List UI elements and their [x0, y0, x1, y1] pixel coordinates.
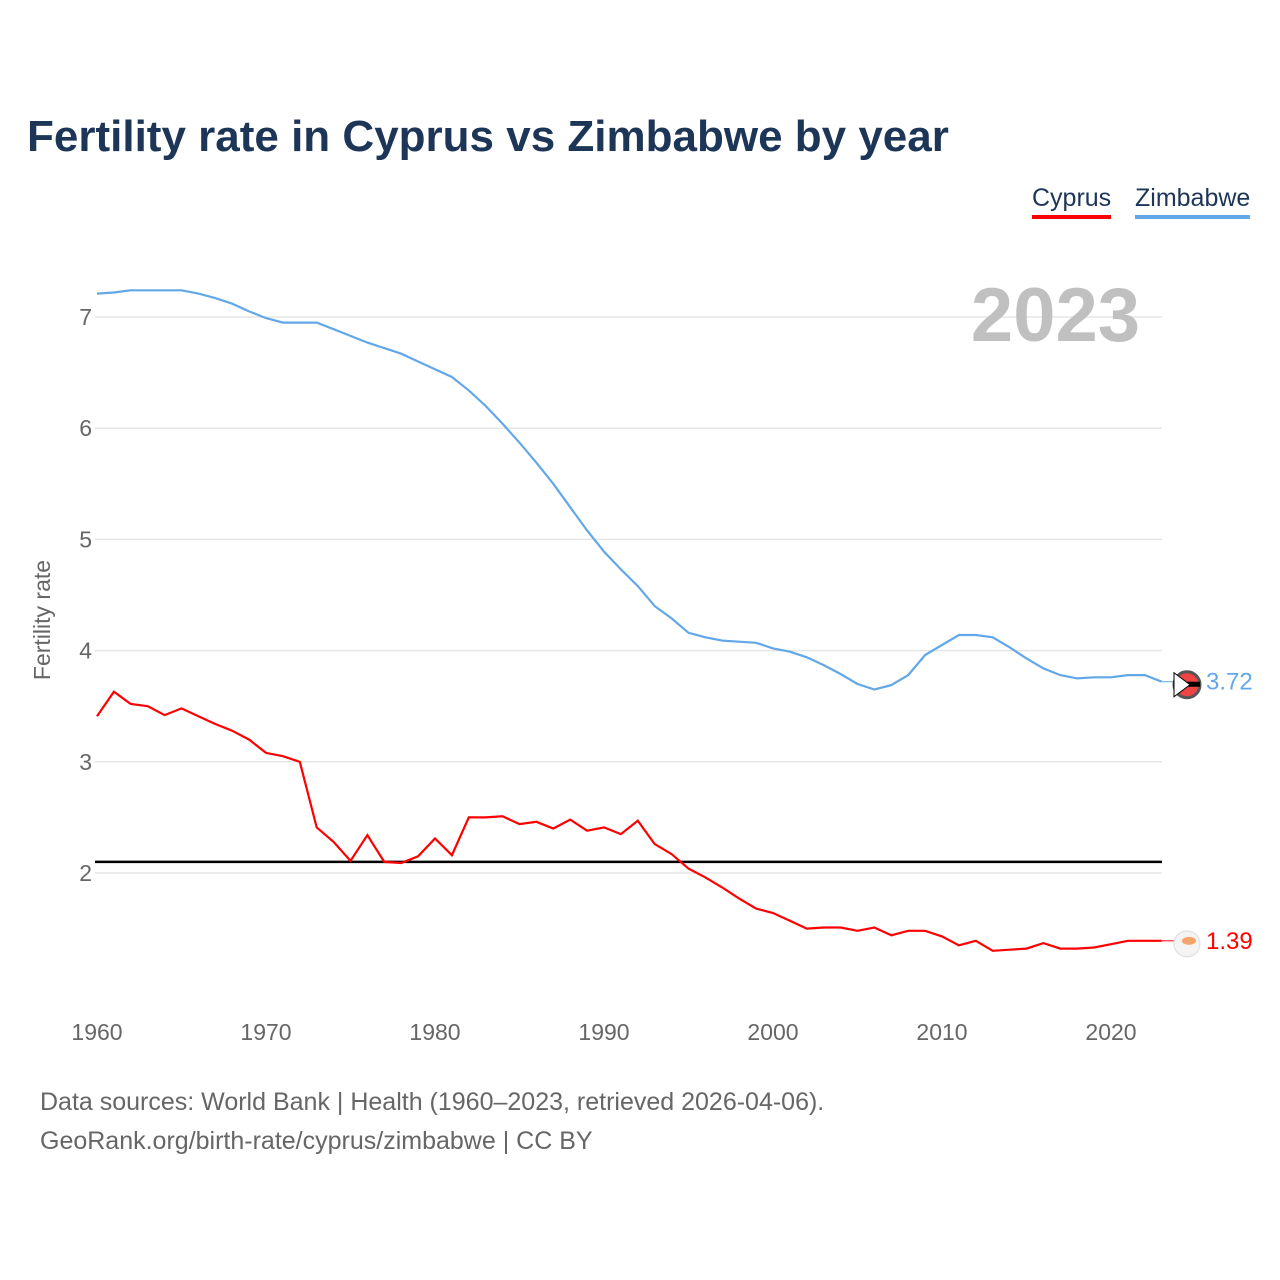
x-tick-label: 1990: [578, 1019, 629, 1045]
end-value-label: 1.39: [1206, 928, 1253, 955]
source-url: GeoRank.org/birth-rate/cyprus/zimbabwe |…: [40, 1127, 593, 1155]
chart-title: Fertility rate in Cyprus vs Zimbabwe by …: [27, 112, 949, 161]
x-tick-label: 2010: [916, 1019, 967, 1045]
y-tick-label: 6: [79, 415, 92, 441]
y-tick-label: 2: [79, 860, 92, 886]
x-tick-label: 1980: [409, 1019, 460, 1045]
source-note: Data sources: World Bank | Health (1960–…: [40, 1088, 825, 1116]
y-tick-label: 5: [79, 526, 92, 552]
flag-triangle: [1173, 671, 1191, 698]
end-value-label: 3.72: [1206, 669, 1253, 696]
legend-item-zimbabwe[interactable]: Zimbabwe: [1135, 184, 1251, 219]
y-tick-label: 4: [79, 638, 92, 664]
y-tick-label: 7: [79, 304, 92, 330]
legend-item-cyprus[interactable]: Cyprus: [1032, 184, 1112, 219]
x-tick-label: 1970: [240, 1019, 291, 1045]
year-label: 2023: [971, 273, 1140, 358]
series-line-zimbabwe: [96, 289, 1163, 691]
x-tick-label: 1960: [71, 1019, 122, 1045]
flag-island: [1182, 936, 1196, 945]
y-axis-label: Fertility rate: [29, 560, 55, 680]
y-tick-label: 3: [79, 749, 92, 775]
x-tick-label: 2000: [747, 1019, 798, 1045]
series-line-cyprus: [96, 690, 1162, 952]
x-tick-label: 2020: [1085, 1019, 1136, 1045]
